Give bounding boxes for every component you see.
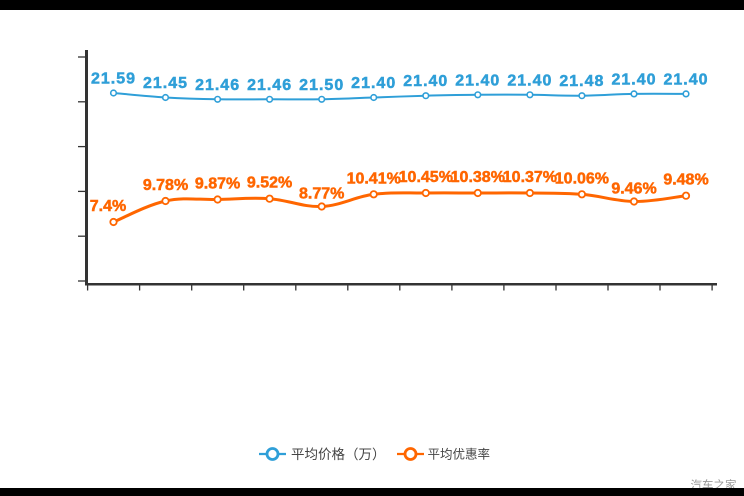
svg-text:10.06%: 10.06% [555,170,609,187]
svg-text:9.46%: 9.46% [611,181,656,198]
svg-text:9.52%: 9.52% [247,175,292,192]
svg-text:21.46: 21.46 [195,77,240,94]
svg-text:8.77%: 8.77% [299,186,344,203]
svg-text:21.46: 21.46 [247,77,292,94]
svg-text:9.78%: 9.78% [143,177,188,194]
svg-text:21.40: 21.40 [611,71,656,88]
svg-text:21.50: 21.50 [299,77,344,94]
svg-text:平均优惠率: 平均优惠率 [428,447,491,462]
svg-text:10.38%: 10.38% [451,169,505,186]
svg-text:10.45%: 10.45% [399,169,453,186]
svg-text:21.40: 21.40 [663,71,708,88]
svg-text:21.40: 21.40 [351,75,396,92]
svg-text:7.4%: 7.4% [90,198,126,215]
svg-text:平均价格（万）: 平均价格（万） [291,447,386,462]
svg-text:21.59: 21.59 [91,71,136,88]
svg-text:21.40: 21.40 [403,73,448,90]
svg-text:21.40: 21.40 [455,72,500,89]
svg-text:21.45: 21.45 [143,75,188,92]
svg-text:21.40: 21.40 [507,72,552,89]
svg-text:21.48: 21.48 [559,73,604,90]
svg-text:9.48%: 9.48% [663,172,708,189]
svg-text:10.37%: 10.37% [503,169,557,186]
svg-text:9.87%: 9.87% [195,176,240,193]
svg-text:10.41%: 10.41% [347,170,401,187]
